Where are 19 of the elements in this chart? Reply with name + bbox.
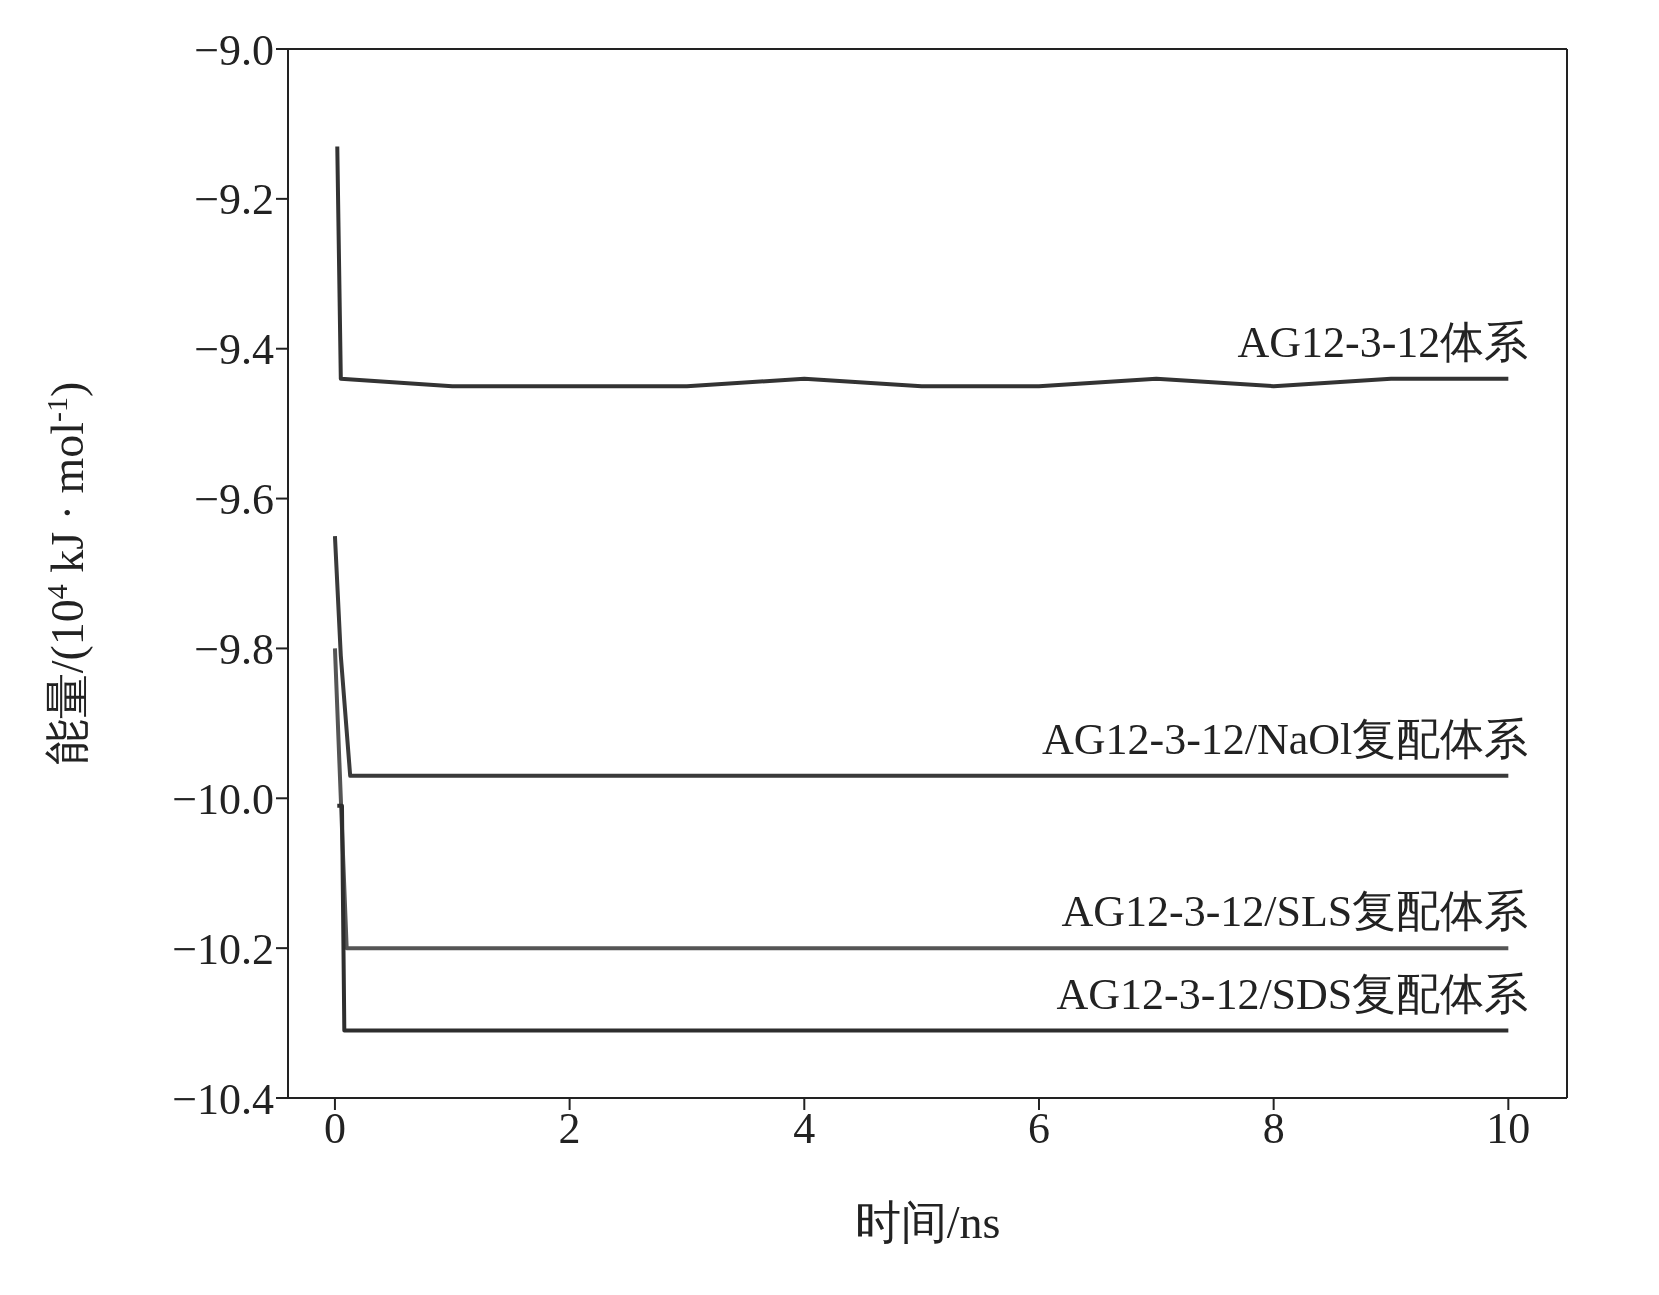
x-tick-label: 2: [558, 1104, 581, 1154]
y-tick-label: −9.2: [194, 175, 274, 225]
y-tick-label: −10.2: [172, 924, 274, 974]
series-label: AG12-3-12/SLS复配体系: [1061, 887, 1529, 937]
y-tick-label: −10.0: [172, 774, 274, 824]
series-label: AG12-3-12/SDS复配体系: [1056, 969, 1529, 1019]
x-tick-label: 10: [1486, 1104, 1531, 1154]
x-tick-label: 6: [1027, 1104, 1050, 1154]
series-label: AG12-3-12/NaOl复配体系: [1041, 714, 1529, 764]
y-tick-label: −9.0: [194, 25, 274, 75]
x-axis-title: 时间/ns: [854, 1197, 1001, 1248]
y-tick-label: −9.8: [194, 625, 274, 675]
x-tick-label: 0: [323, 1104, 346, 1154]
series-label: AG12-3-12体系: [1237, 317, 1529, 367]
x-tick-label: 4: [793, 1104, 816, 1154]
y-tick-label: −10.4: [172, 1074, 274, 1124]
x-tick-label: 8: [1262, 1104, 1285, 1154]
y-tick-label: −9.4: [194, 325, 274, 375]
y-tick-label: −9.6: [194, 475, 274, 525]
